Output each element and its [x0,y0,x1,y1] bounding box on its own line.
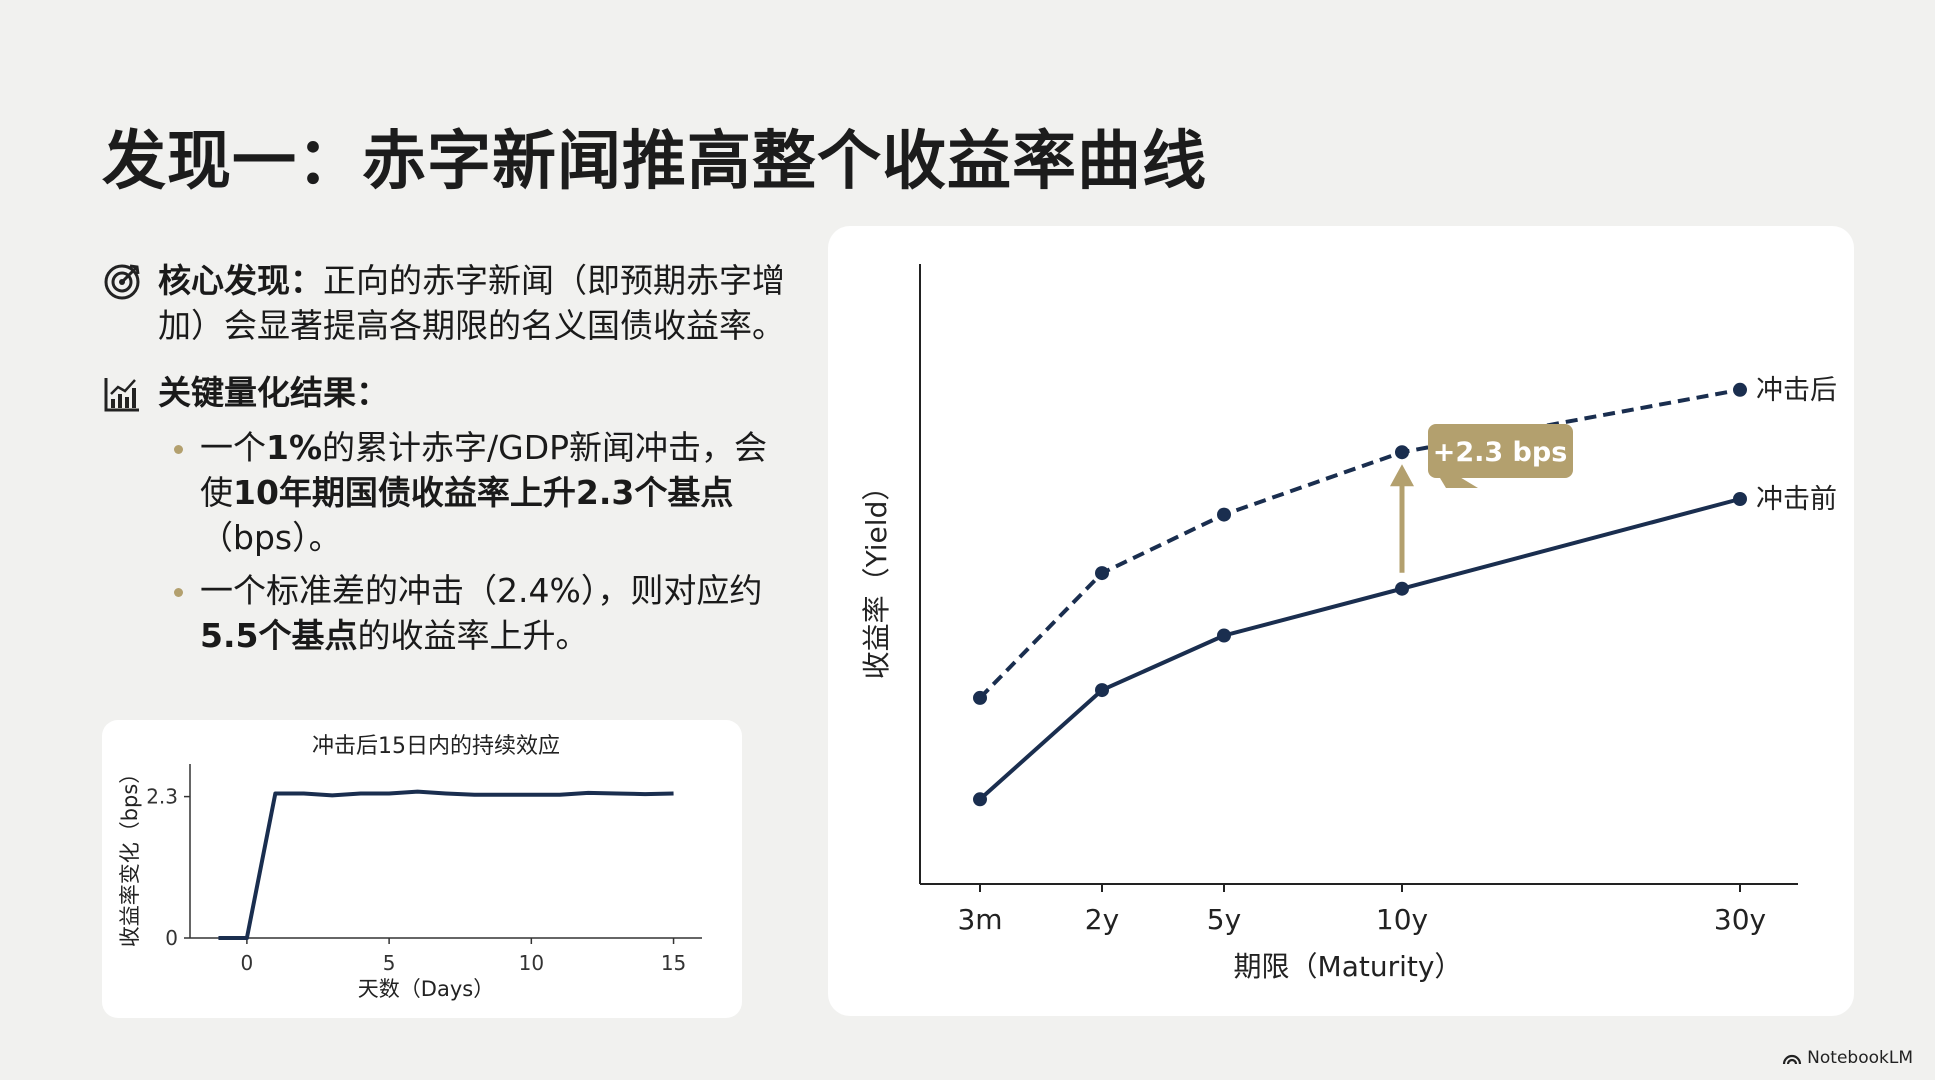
x-tick-label: 10y [1376,903,1428,936]
x-tick-label: 5y [1207,903,1241,936]
yield-curve-chart: 3m 2y 5y 10y 30y 期限（Maturity） 收益率（Yield） 冲击前 冲击后… [860,264,1837,983]
data-point [973,690,987,705]
yield-curve-chart-card: 3m 2y 5y 10y 30y 期限（Maturity） 收益率（Yield） 冲击前 冲击后… [828,226,1854,1016]
data-point [973,792,987,807]
x-tick-label: 3m [957,903,1002,936]
data-point [1217,628,1231,643]
chart-title: 冲击后15日内的持续效应 [312,734,560,759]
data-point [1095,566,1109,581]
core-finding: 核心发现：正向的赤字新闻（即预期赤字增加）会显著提高各期限的名义国债收益率。 [102,258,792,348]
target-icon [104,264,140,300]
data-point [1217,507,1231,522]
y-tick-label: 0 [165,926,178,950]
x-tick-label: 15 [661,951,686,975]
callout-box [1428,424,1573,478]
bar-chart-icon [104,378,139,412]
y-tick-label: 2.3 [146,785,178,809]
key-results-label: 关键量化结果： [158,373,389,412]
list-item: 一个标准差的冲击（2.4%），则对应约5.5个基点的收益率上升。 [172,568,792,658]
series-line-after [978,387,1741,700]
data-point [1733,492,1747,506]
brand: NotebookLM [1782,1048,1913,1068]
x-tick-label: 2y [1085,903,1119,936]
data-point [1395,581,1409,596]
series-label: 冲击后 [1756,375,1837,406]
x-tick-label: 10 [519,951,544,975]
series-line [218,789,674,940]
x-tick-label: 30y [1714,903,1766,936]
results-list: 一个1%的累计赤字/GDP新闻冲击，会使10年期国债收益率上升2.3个基点（bp… [102,425,792,658]
persistence-chart-card: 冲击后15日内的持续效应 0 5 10 15 0 2.3 天数（Days） 收益率变化（bps） [102,720,742,1018]
data-point [1095,683,1109,698]
list-item: 一个1%的累计赤字/GDP新闻冲击，会使10年期国债收益率上升2.3个基点（bp… [172,425,792,560]
core-finding-text: 正向的赤字新闻（即预期赤字增加）会显著提高各期限的名义国债收益率。 [158,261,785,345]
x-axis-label: 期限（Maturity） [1234,950,1463,983]
persistence-chart: 冲击后15日内的持续效应 0 5 10 15 0 2.3 天数（Days） 收益率变化（bps） [118,734,702,1001]
series-line-before [978,497,1741,801]
left-panel: 核心发现：正向的赤字新闻（即预期赤字增加）会显著提高各期限的名义国债收益率。 关… [102,258,792,666]
key-results: 关键量化结果： [102,370,792,415]
x-axis-label: 天数（Days） [358,977,494,1001]
core-finding-label: 核心发现： [158,261,323,300]
series-label: 冲击前 [1756,484,1837,515]
brand-name: NotebookLM [1807,1048,1913,1068]
notebooklm-logo-icon [1783,1054,1802,1065]
annotation-arrowhead [1390,464,1414,487]
data-point [1733,382,1747,397]
page-title: 发现一：赤字新闻推高整个收益率曲线 [102,124,1207,199]
y-axis-label: 收益率变化（bps） [118,763,142,948]
y-axis-label: 收益率（Yield） [860,473,893,680]
data-point [1395,445,1409,460]
x-tick-label: 0 [241,951,254,975]
x-tick-label: 5 [383,951,396,975]
annotation-label: +2.3 bps [1433,437,1568,468]
